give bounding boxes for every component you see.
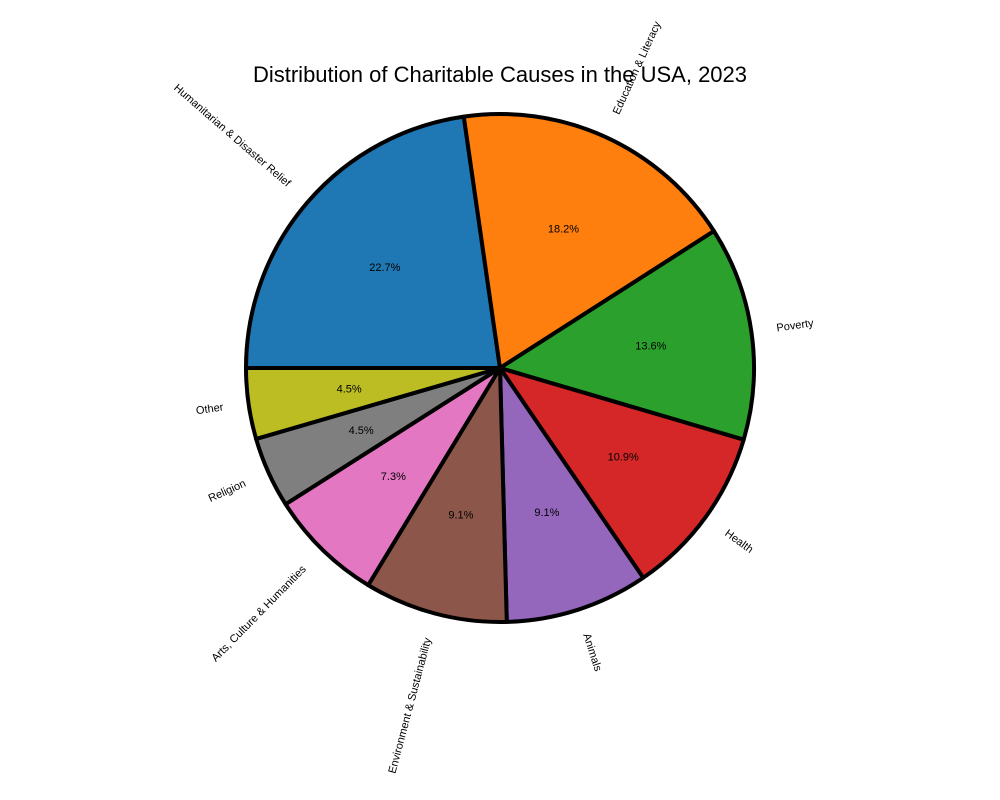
chart-title: Distribution of Charitable Causes in the…: [253, 62, 747, 87]
pie-slice-environment-sustainability: [366, 366, 509, 624]
pie-slices: [244, 112, 756, 624]
percentage-labels: 22.7% 18.2% 13.6% 10.9% 9.1% 9.1% 7.3% 4.5% 4.5%: [337, 223, 667, 521]
pie-slice-humanitarian-disaster-relief: [244, 114, 502, 370]
pie-slice-poverty: [498, 229, 756, 442]
pct-label-environment-sustainability: 9.1%: [448, 509, 473, 521]
pie-slice-other: [244, 366, 502, 441]
pct-label-animals: 9.1%: [534, 507, 559, 519]
pie-slice-animals: [498, 366, 646, 624]
category-label-poverty: Poverty: [776, 317, 815, 334]
pct-label-poverty: 13.6%: [635, 341, 666, 353]
pct-label-other: 4.5%: [337, 383, 362, 395]
pct-label-education-literacy: 18.2%: [548, 223, 579, 235]
pie-slice-arts-culture-humanities: [283, 366, 502, 588]
pie-slice-education-literacy: [461, 112, 716, 370]
category-label-other: Other: [195, 401, 224, 417]
pie-slice-health: [498, 366, 746, 580]
pct-label-arts-culture-humanities: 7.3%: [381, 471, 406, 483]
pct-label-health: 10.9%: [608, 452, 639, 464]
pct-label-religion: 4.5%: [349, 425, 374, 437]
pct-label-humanitarian-disaster-relief: 22.7%: [369, 262, 400, 274]
